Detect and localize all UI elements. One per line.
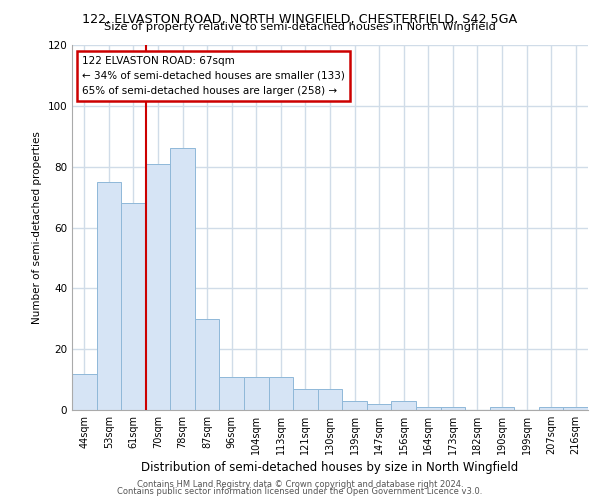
Bar — [72, 374, 97, 410]
Bar — [170, 148, 195, 410]
Bar — [342, 401, 367, 410]
Bar — [220, 376, 244, 410]
Bar — [416, 407, 440, 410]
Text: Size of property relative to semi-detached houses in North Wingfield: Size of property relative to semi-detach… — [104, 22, 496, 32]
Bar — [490, 407, 514, 410]
Bar — [539, 407, 563, 410]
Text: 122 ELVASTON ROAD: 67sqm
← 34% of semi-detached houses are smaller (133)
65% of : 122 ELVASTON ROAD: 67sqm ← 34% of semi-d… — [82, 56, 345, 96]
Bar — [244, 376, 269, 410]
Y-axis label: Number of semi-detached properties: Number of semi-detached properties — [32, 131, 42, 324]
Bar — [146, 164, 170, 410]
Text: 122, ELVASTON ROAD, NORTH WINGFIELD, CHESTERFIELD, S42 5GA: 122, ELVASTON ROAD, NORTH WINGFIELD, CHE… — [82, 12, 518, 26]
Bar — [293, 388, 318, 410]
Bar — [440, 407, 465, 410]
Bar — [367, 404, 391, 410]
Bar — [97, 182, 121, 410]
Bar — [195, 319, 220, 410]
Text: Contains HM Land Registry data © Crown copyright and database right 2024.: Contains HM Land Registry data © Crown c… — [137, 480, 463, 489]
X-axis label: Distribution of semi-detached houses by size in North Wingfield: Distribution of semi-detached houses by … — [142, 461, 518, 474]
Bar — [391, 401, 416, 410]
Text: Contains public sector information licensed under the Open Government Licence v3: Contains public sector information licen… — [118, 487, 482, 496]
Bar — [121, 203, 146, 410]
Bar — [269, 376, 293, 410]
Bar — [563, 407, 588, 410]
Bar — [318, 388, 342, 410]
